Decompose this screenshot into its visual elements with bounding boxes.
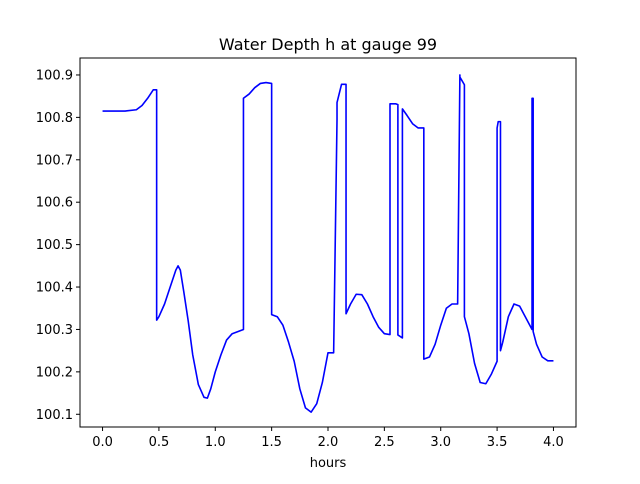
series-line-0 [102, 74, 554, 413]
y-tick-label: 100.4 [36, 281, 73, 296]
series-layer [102, 74, 554, 413]
x-tick-label: 0.5 [149, 435, 170, 450]
x-tick-label: 3.5 [487, 435, 508, 450]
x-tick-label: 1.0 [205, 435, 226, 450]
x-axis-label: hours [310, 456, 347, 471]
y-tick-label: 100.3 [36, 323, 73, 338]
y-axis: 100.1 100.2 100.3 100.4 100.5 100.6 100.7 100.8… [36, 68, 80, 423]
y-tick-label: 100.7 [36, 153, 73, 168]
y-tick-label: 100.2 [36, 365, 73, 380]
y-tick-label: 100.6 [36, 196, 73, 211]
x-tick-label: 3.0 [430, 435, 451, 450]
x-tick-label: 2.0 [318, 435, 339, 450]
y-tick-label: 100.1 [36, 408, 73, 423]
x-tick-label: 1.5 [261, 435, 282, 450]
x-tick-label: 2.5 [374, 435, 395, 450]
chart-title: Water Depth h at gauge 99 [219, 35, 437, 54]
y-tick-label: 100.8 [36, 111, 73, 126]
x-tick-label: 4.0 [543, 435, 564, 450]
y-tick-label: 100.9 [36, 68, 73, 83]
x-axis: 0.0 0.5 1.0 1.5 2.0 2.5 3.0 3.5 4.0 [92, 427, 564, 450]
x-tick-label: 0.0 [92, 435, 113, 450]
y-tick-label: 100.5 [36, 238, 73, 253]
